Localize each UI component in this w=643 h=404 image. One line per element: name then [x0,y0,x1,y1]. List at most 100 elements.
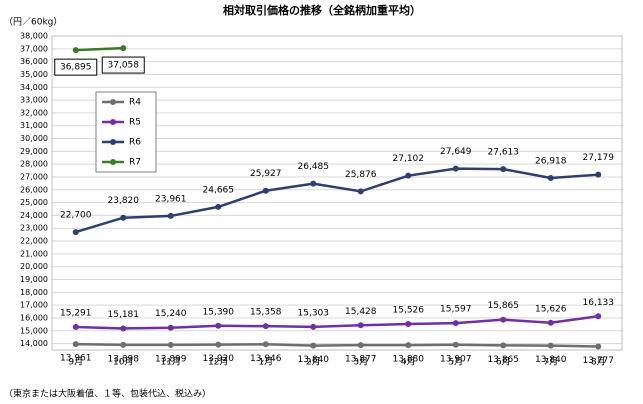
y-tick-label: 35,000 [20,70,48,79]
data-label: 15,358 [250,308,282,318]
label-box [54,58,98,76]
data-label: 13,920 [203,354,235,364]
y-tick-label: 16,000 [20,313,48,322]
y-tick-label: 26,000 [20,185,48,194]
series-point [500,166,507,173]
series-point [547,342,554,349]
data-label: 16,133 [583,298,615,308]
series-point [215,322,222,329]
series-point [215,341,222,348]
series-point [357,322,364,329]
x-tick-label: 5月 [448,357,463,368]
series-point [595,313,602,320]
series-point [120,341,127,348]
y-tick-label: 21,000 [20,249,48,258]
x-tick-label: 2月 [306,357,321,368]
data-label: 27,102 [393,154,425,164]
legend-marker [110,159,116,165]
series-point [452,165,459,172]
data-label: 22,700 [60,211,92,221]
series-line [75,342,599,348]
series-point [120,325,127,332]
series-point [595,171,602,178]
data-label: 23,820 [108,196,140,206]
series-point [357,342,364,349]
series-point [72,229,79,236]
data-label: 15,428 [345,307,377,317]
data-label: 13,907 [440,354,472,364]
x-tick-label: 10月 [113,357,133,368]
y-tick-label: 36,000 [20,57,48,66]
x-tick-label: 3月 [353,357,368,368]
label-box [101,56,145,74]
series-point [120,45,127,52]
x-tick-label: 4月 [401,357,416,368]
data-label: 26,485 [298,162,330,172]
series-point [547,319,554,326]
data-label: 27,613 [488,148,520,158]
y-tick-label: 18,000 [20,288,48,297]
x-tick-label: 9月 [68,357,83,368]
x-tick-label: 7月 [543,357,558,368]
data-label: 13,946 [250,354,282,364]
data-label: 27,179 [583,153,615,163]
y-tick-label: 27,000 [20,172,48,181]
series-point [452,320,459,327]
legend-label: R6 [129,138,141,148]
data-label: 25,927 [250,169,282,179]
data-label: 13,899 [155,354,187,364]
series-point [215,203,222,210]
series-point [262,187,269,194]
series-point [405,321,412,328]
data-label: 15,240 [155,309,187,319]
x-tick-label: 1月 [258,357,273,368]
data-label: 15,865 [488,301,520,311]
data-label: 26,918 [535,157,567,167]
data-label: 15,181 [108,310,140,320]
series-line [75,315,599,330]
legend-box [95,91,157,173]
x-tick-label: 6月 [496,357,511,368]
data-label: 27,649 [440,147,472,157]
data-label: 15,291 [60,309,92,319]
data-label: 13,961 [60,354,92,364]
y-tick-label: 23,000 [20,224,48,233]
legend-label: R5 [129,118,141,128]
y-tick-label: 30,000 [20,134,48,143]
data-label: 13,877 [345,355,377,365]
data-label: 13,880 [393,355,425,365]
series-point [262,323,269,330]
y-axis-label: （円／60kg） [4,17,62,28]
data-label: 15,597 [440,305,472,315]
y-tick-label: 22,000 [20,237,48,246]
y-tick-label: 19,000 [20,275,48,284]
series-point [595,343,602,350]
series-point [500,316,507,323]
x-tick-label: 11月 [161,357,181,368]
legend-label: R4 [129,98,141,108]
x-tick-label: 12月 [208,357,228,368]
data-label: 36,895 [60,63,92,73]
series-point [500,342,507,349]
footnote: （東京または大阪着値、１等、包装代込、税込み） [4,388,211,400]
series-point [310,180,317,187]
series-point [72,324,79,331]
y-tick-label: 34,000 [20,83,48,92]
series-point [262,341,269,348]
data-label: 15,390 [203,307,235,317]
data-label: 13,777 [583,356,615,366]
data-label: 15,526 [393,306,425,316]
series-line [75,46,124,52]
series-point [310,342,317,349]
series-point [405,342,412,349]
series-point [72,341,79,348]
series-point [452,341,459,348]
data-label: 15,626 [535,304,567,314]
series-point [120,214,127,221]
y-tick-label: 38,000 [20,32,48,41]
data-label: 23,961 [155,194,187,204]
series-line [75,167,599,234]
data-label: 37,058 [108,61,140,71]
data-label: 24,665 [203,185,235,195]
